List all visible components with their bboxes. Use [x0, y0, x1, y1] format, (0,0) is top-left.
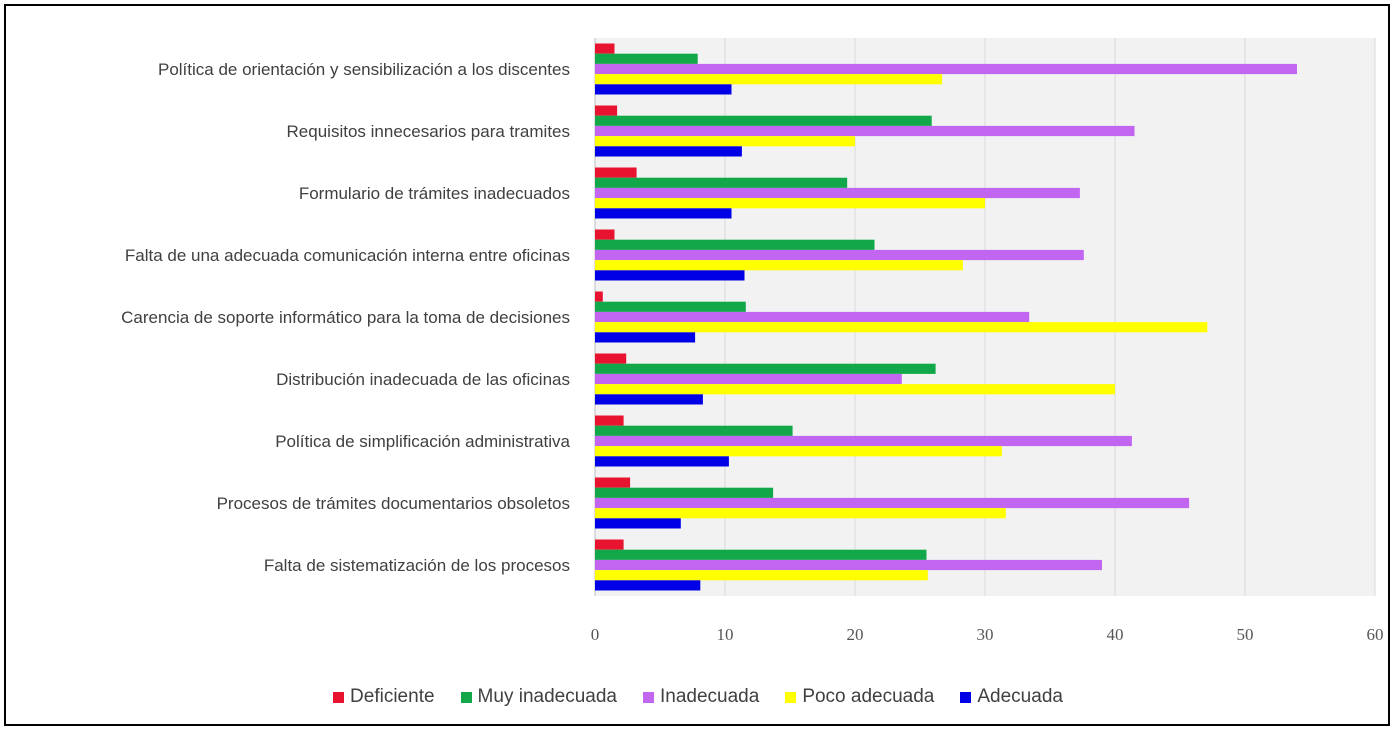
legend-label: Muy inadecuada: [477, 686, 617, 707]
bar-muy-inadecuada: [595, 53, 698, 64]
x-tick-label: 10: [717, 625, 734, 644]
bar-muy-inadecuada: [595, 301, 746, 312]
bar-inadecuada: [595, 187, 1080, 199]
bar-deficiente: [595, 353, 627, 364]
bar-muy-inadecuada: [595, 115, 932, 126]
bar-poco-adecuada: [595, 570, 928, 581]
bar-poco-adecuada: [595, 322, 1208, 333]
legend-swatch: [460, 691, 472, 703]
x-tick-label: 0: [591, 625, 600, 644]
bar-adecuada: [595, 456, 729, 467]
category-label: Procesos de trámites documentarios obsol…: [217, 494, 570, 513]
bar-muy-inadecuada: [595, 549, 927, 560]
bar-adecuada: [595, 518, 681, 529]
category-label: Requisitos innecesarios para tramites: [287, 122, 570, 141]
x-tick-label: 30: [977, 625, 994, 644]
bars: [595, 43, 1297, 591]
bar-inadecuada: [595, 125, 1135, 137]
bar-adecuada: [595, 394, 703, 405]
legend: Deficiente Muy inadecuada Inadecuada Poco a…: [0, 686, 1396, 708]
category-label: Distribución inadecuada de las oficinas: [276, 370, 570, 389]
bar-deficiente: [595, 291, 603, 302]
bar-adecuada: [595, 146, 742, 157]
x-tick-label: 20: [847, 625, 864, 644]
category-label: Falta de una adecuada comunicación inter…: [125, 246, 570, 265]
bar-deficiente: [595, 105, 618, 116]
bar-deficiente: [595, 415, 624, 426]
legend-item: Inadecuada: [642, 686, 760, 708]
bar-deficiente: [595, 477, 631, 488]
category-label: Política de simplificación administrativ…: [275, 432, 570, 451]
bar-poco-adecuada: [595, 260, 963, 271]
bar-poco-adecuada: [595, 136, 855, 147]
bar-muy-inadecuada: [595, 487, 774, 498]
legend-label: Poco adecuada: [802, 686, 935, 707]
category-labels: Política de orientación y sensibilizació…: [121, 60, 570, 575]
x-tick-label: 50: [1237, 625, 1254, 644]
legend-swatch: [960, 691, 972, 703]
bar-deficiente: [595, 43, 615, 54]
bar-adecuada: [595, 332, 696, 343]
bar-inadecuada: [595, 435, 1132, 447]
bar-inadecuada: [595, 373, 902, 385]
bar-poco-adecuada: [595, 508, 1006, 519]
bar-poco-adecuada: [595, 384, 1115, 395]
bar-poco-adecuada: [595, 446, 1002, 457]
bar-poco-adecuada: [595, 198, 985, 209]
legend-item: Adecuada: [960, 686, 1063, 708]
bar-inadecuada: [595, 249, 1084, 261]
bar-deficiente: [595, 229, 615, 240]
bar-adecuada: [595, 270, 745, 281]
category-label: Carencia de soporte informático para la …: [121, 308, 570, 327]
x-tick-label: 40: [1107, 625, 1124, 644]
bar-adecuada: [595, 208, 732, 219]
category-label: Política de orientación y sensibilizació…: [158, 60, 570, 79]
category-label: Falta de sistematización de los procesos: [264, 556, 570, 575]
legend-swatch: [642, 691, 654, 703]
bar-deficiente: [595, 167, 637, 178]
legend-label: Inadecuada: [659, 686, 760, 707]
bar-poco-adecuada: [595, 74, 943, 85]
legend-item: Deficiente: [333, 686, 435, 708]
bar-inadecuada: [595, 63, 1297, 75]
bar-adecuada: [595, 580, 701, 591]
legend-swatch: [333, 691, 345, 703]
bar-muy-inadecuada: [595, 239, 875, 250]
bar-inadecuada: [595, 559, 1102, 571]
bar-muy-inadecuada: [595, 425, 793, 436]
bar-inadecuada: [595, 311, 1030, 323]
x-tick-label: 60: [1367, 625, 1384, 644]
legend-label: Deficiente: [350, 686, 435, 707]
legend-item: Poco adecuada: [785, 686, 934, 708]
bar-inadecuada: [595, 497, 1190, 509]
legend-item: Muy inadecuada: [460, 686, 617, 708]
bar-adecuada: [595, 84, 732, 95]
bar-muy-inadecuada: [595, 177, 848, 188]
bar-deficiente: [595, 539, 624, 550]
category-label: Formulario de trámites inadecuados: [299, 184, 570, 203]
x-tick-labels: 0 10 20 30 40 50 60: [591, 625, 1384, 644]
legend-swatch: [785, 691, 797, 703]
bar-muy-inadecuada: [595, 363, 936, 374]
legend-label: Adecuada: [977, 686, 1063, 707]
